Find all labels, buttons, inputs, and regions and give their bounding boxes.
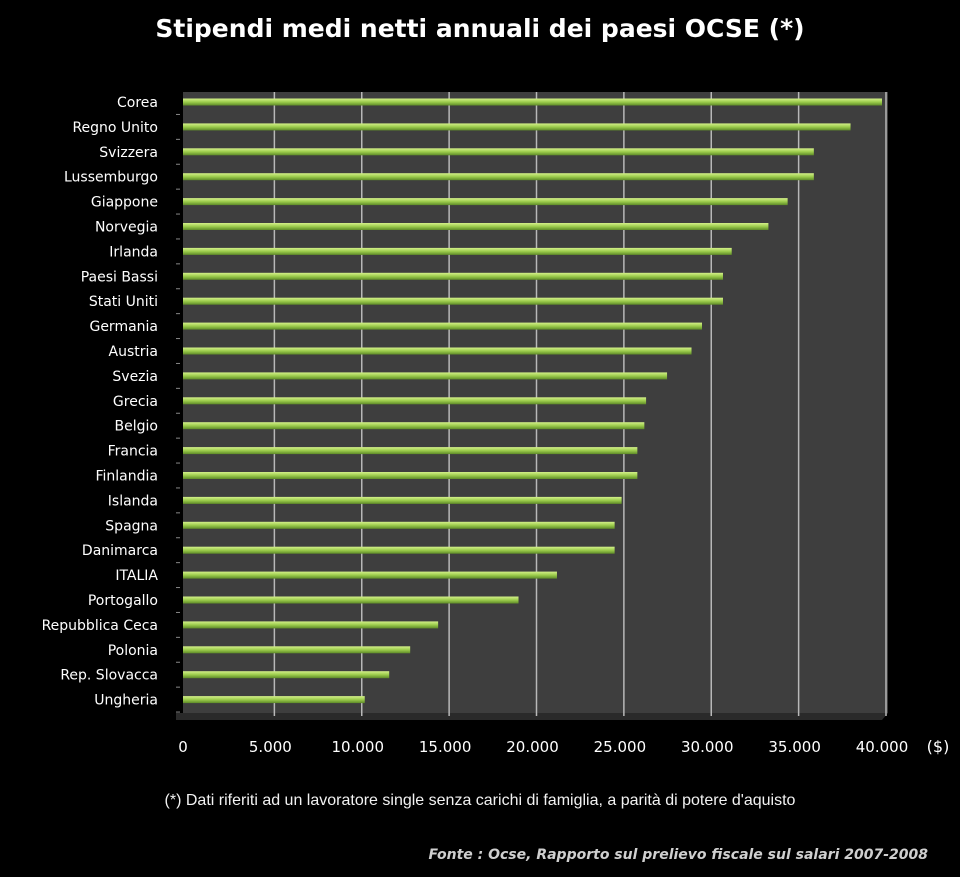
bar-austria <box>183 347 692 355</box>
category-label: Finlandia <box>96 469 159 485</box>
category-label: Ungheria <box>94 693 158 709</box>
category-label: Paesi Bassi <box>81 269 158 285</box>
x-tick-label: 35.000 <box>768 738 821 756</box>
category-labels: Corea Regno Unito Svizzera Lussemburgo Giapp… <box>42 95 180 713</box>
x-unit-label: ($) <box>927 737 950 756</box>
category-label: Corea <box>117 95 158 111</box>
bar-belgio <box>183 422 645 430</box>
bar-rep-slovacca <box>183 671 390 679</box>
bar-portogallo <box>183 596 519 604</box>
category-label: Svezia <box>112 369 158 385</box>
x-tick-labels: 0 5.000 10.000 15.000 20.000 25.000 30.000 35.0… <box>178 738 908 756</box>
source-note: Fonte : Ocse, Rapporto sul prelievo fisc… <box>428 847 928 863</box>
bar-francia <box>183 447 638 455</box>
bar-corea <box>183 98 882 106</box>
category-label: Svizzera <box>99 145 158 161</box>
bar-svezia <box>183 372 668 380</box>
bar-lussemburgo <box>183 173 814 181</box>
category-label: Repubblica Ceca <box>42 618 158 634</box>
bar-stati-uniti <box>183 297 723 305</box>
category-label: Giappone <box>91 195 158 211</box>
category-label: ITALIA <box>115 568 158 584</box>
bar-spagna <box>183 521 615 529</box>
category-label: Germania <box>89 319 158 335</box>
category-label: Portogallo <box>88 593 158 609</box>
category-label: Stati Uniti <box>89 294 158 310</box>
bar-giappone <box>183 198 788 206</box>
bar-islanda <box>183 496 622 504</box>
category-label: Austria <box>109 344 158 360</box>
x-tick-label: 20.000 <box>506 738 559 756</box>
bar-regno-unito <box>183 123 851 131</box>
category-label: Danimarca <box>82 543 158 559</box>
bar-ungheria <box>183 696 365 704</box>
bar-danimarca <box>183 546 615 554</box>
bar-italia <box>183 571 557 579</box>
bar-norvegia <box>183 223 769 230</box>
chart-title: Stipendi medi netti annuali dei paesi OC… <box>155 14 805 43</box>
category-label: Spagna <box>105 518 158 534</box>
x-tick-label: 25.000 <box>594 738 647 756</box>
category-label: Belgio <box>115 419 158 435</box>
x-tick-label: 0 <box>178 738 188 756</box>
category-label: Francia <box>108 444 158 460</box>
bar-svizzera <box>183 148 814 156</box>
footnote: (*) Dati riferiti ad un lavoratore singl… <box>164 792 796 809</box>
bar-irlanda <box>183 247 732 255</box>
category-label: Norvegia <box>95 220 158 236</box>
x-tick-label: 40.000 <box>856 738 909 756</box>
plot-floor <box>176 713 888 720</box>
bar-repubblica-ceca <box>183 621 439 629</box>
category-label: Rep. Slovacca <box>60 668 158 684</box>
bar-grecia <box>183 397 647 405</box>
x-tick-label: 10.000 <box>332 738 385 756</box>
bars <box>183 98 882 704</box>
category-label: Regno Unito <box>72 120 158 136</box>
category-label: Irlanda <box>109 244 158 260</box>
x-tick-label: 5.000 <box>249 738 292 756</box>
bar-finlandia <box>183 472 638 479</box>
x-tick-label: 15.000 <box>419 738 472 756</box>
bar-polonia <box>183 646 411 654</box>
bar-germania <box>183 322 703 330</box>
category-label: Grecia <box>113 394 158 410</box>
category-label: Lussemburgo <box>64 170 158 186</box>
x-tick-label: 30.000 <box>681 738 734 756</box>
bar-paesi-bassi <box>183 272 723 280</box>
category-label: Polonia <box>108 643 158 659</box>
category-label: Islanda <box>108 493 158 509</box>
